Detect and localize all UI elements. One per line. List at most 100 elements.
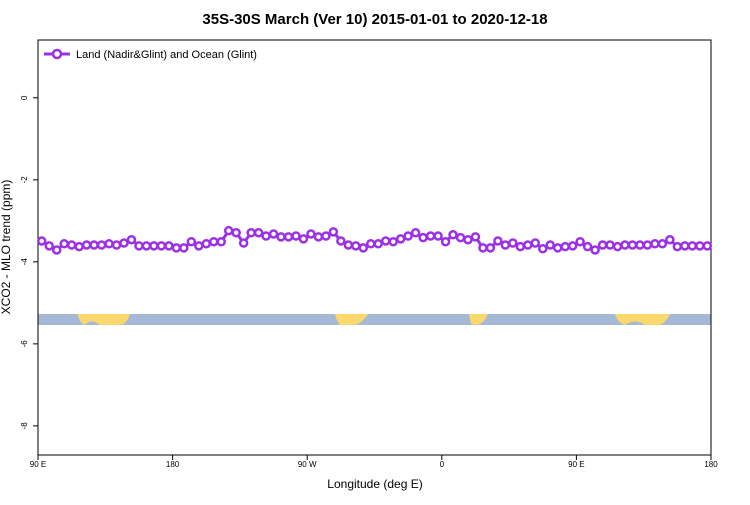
data-point [590,245,600,255]
data-point [545,240,555,250]
land-ocean-strip [38,314,711,326]
data-point [448,230,458,240]
data-point [672,241,683,252]
data-point [36,236,47,246]
data-point [74,241,84,252]
data-point [470,232,481,242]
data-point [687,241,698,251]
data-point [111,240,122,250]
data-point [186,237,197,247]
data-point [321,231,331,241]
data-point [59,239,69,249]
data-point [508,238,518,248]
data-point [538,243,548,254]
data-point [306,229,316,239]
data-point [493,236,503,246]
data-point [695,241,705,251]
data-point [164,241,174,251]
data-point [478,243,488,253]
x-tick-label: 0 [440,460,445,469]
data-point [171,243,182,253]
data-point [298,234,309,244]
data-point [650,239,660,249]
data-point [358,243,369,253]
data-point [336,236,346,246]
data-point [119,238,129,248]
data-point [366,239,376,249]
data-point [463,234,473,245]
data-point [680,241,690,251]
x-axis-label: Longitude (deg E) [327,477,422,491]
data-point [96,240,107,250]
data-point [552,243,563,253]
y-tick-label: -4 [20,258,29,266]
y-tick-label: -8 [20,422,29,430]
legend-marker [51,48,63,60]
data-point [627,240,638,250]
data-point [179,243,189,253]
data-point [485,243,496,253]
data-point [515,241,526,252]
data-point [500,240,511,250]
data-point [44,241,54,251]
data-point [66,240,77,250]
data-point [425,231,436,241]
data-point [380,236,391,246]
data-point [149,241,159,251]
data-point [373,239,383,249]
x-tick-label: 180 [166,460,180,469]
data-point [605,240,615,250]
data-point [51,245,62,255]
data-point [582,241,593,252]
data-point [635,240,645,250]
data-point [657,239,668,249]
data-point [395,234,406,244]
data-point [567,241,578,251]
data-point [276,232,286,242]
data-point [388,237,398,247]
data-point [612,241,623,252]
data-point [134,241,144,251]
y-tick-label: 0 [20,95,29,100]
data-point [89,240,99,250]
y-tick-label: -2 [20,176,29,184]
data-point [351,241,361,251]
data-point [208,237,219,247]
data-point [126,234,137,245]
chart-title: 35S-30S March (Ver 10) 2015-01-01 to 202… [202,11,547,28]
data-point [523,240,533,250]
data-point [433,231,443,241]
data-point [253,227,264,238]
data-point [328,227,339,237]
x-tick-label: 180 [704,460,718,469]
data-point [530,238,541,248]
data-point [246,227,256,238]
data-point [575,237,585,247]
y-axis-label: XCO2 - MLO trend (ppm) [0,180,13,315]
data-point [597,240,608,250]
data-point [268,229,279,239]
data-point [216,237,226,247]
data-point [343,240,354,250]
data-point [313,232,324,242]
data-point [81,240,92,250]
y-tick-label: -6 [20,340,29,348]
x-tick-label: 90 E [568,460,584,469]
data-point [642,240,653,250]
data-point [201,239,211,249]
data-point [560,241,570,252]
data-point [141,241,152,251]
data-point [238,238,249,248]
data-point [410,227,421,238]
data-point [231,227,241,238]
data-point [194,241,204,251]
legend-label: Land (Nadir&Glint) and Ocean (Glint) [76,49,257,61]
x-tick-label: 90 W [298,460,317,469]
data-point [455,232,466,243]
data-point [665,234,675,245]
data-point [440,237,451,247]
x-tick-label: 90 E [30,460,46,469]
data-point [261,231,271,241]
data-point [702,241,713,251]
data-point [156,241,167,251]
